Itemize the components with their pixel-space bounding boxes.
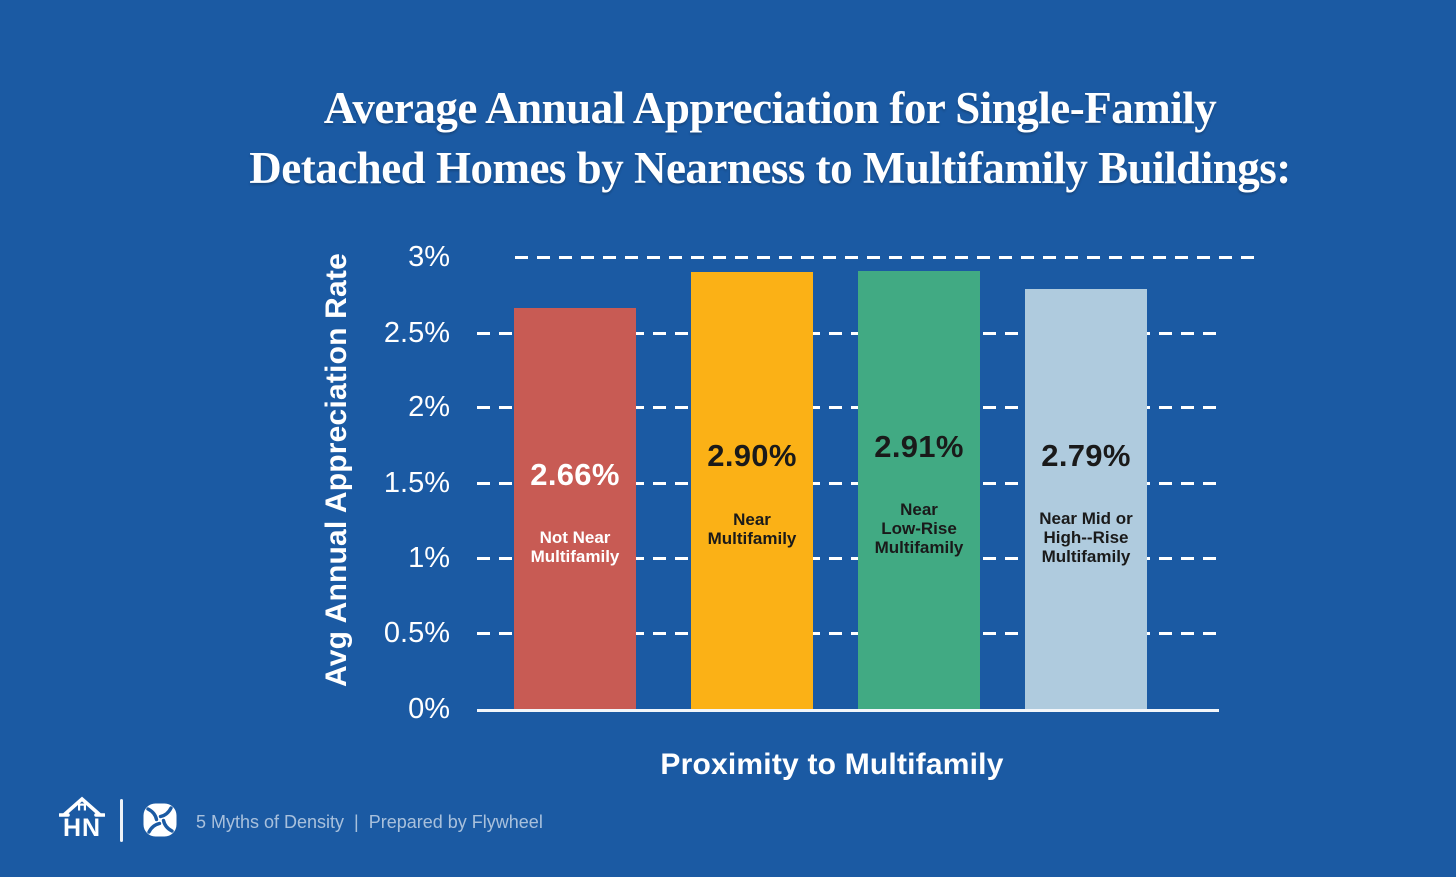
y-tick-label-3pct: 3% — [408, 241, 450, 273]
bar-category-label: Near Multifamily — [707, 510, 797, 548]
bar-value-label: 2.91% — [874, 429, 964, 464]
gridline-1pct — [477, 557, 1218, 560]
bar-near-multifamily: 2.90% Near Multifamily — [691, 272, 813, 709]
y-tick-label-2pct: 2% — [408, 391, 450, 423]
flywheel-icon — [143, 803, 177, 837]
footer-credit: 5 Myths of Density | Prepared by Flywhee… — [196, 812, 543, 832]
x-axis-line — [477, 709, 1219, 712]
y-tick-label-0pct: 0% — [408, 693, 450, 725]
y-tick-label-1pct: 1% — [408, 542, 450, 574]
chart-title-line1: Average Annual Appreciation for Single-F… — [323, 83, 1217, 133]
y-tick-label-0-5pct: 0.5% — [383, 617, 450, 649]
footer-divider — [120, 799, 123, 842]
bar-category-label: Near Low-Rise Multifamily — [874, 500, 964, 557]
gridline-1-5pct — [477, 482, 1218, 485]
gridline-2pct — [477, 406, 1218, 409]
bar-value-label: 2.79% — [1041, 438, 1131, 473]
y-tick-label-1-5pct: 1.5% — [383, 467, 450, 499]
bar-category-label: Not Near Multifamily — [530, 528, 620, 566]
gridline-2-5pct — [477, 332, 1218, 335]
chart-title-line2: Detached Homes by Nearness to Multifamil… — [249, 143, 1291, 193]
bar-value-label: 2.90% — [707, 438, 797, 473]
bar-value-label: 2.66% — [530, 457, 620, 492]
house-roof-icon — [59, 796, 105, 817]
y-tick-label-2-5pct: 2.5% — [383, 317, 450, 349]
chart-title: Average Annual Appreciation for Single-F… — [70, 78, 1456, 198]
bar-near-low-rise-multifamily: 2.91% Near Low-Rise Multifamily — [858, 271, 980, 709]
hn-logo: HN — [58, 795, 106, 841]
gridline-0-5pct — [477, 632, 1218, 635]
bar-category-label: Near Mid or High--Rise Multifamily — [1039, 509, 1133, 566]
bar-not-near-multifamily: 2.66% Not Near Multifamily — [514, 308, 636, 709]
bar-near-mid-or-high-rise-multifamily: 2.79% Near Mid or High--Rise Multifamily — [1025, 289, 1147, 709]
x-axis-title: Proximity to Multifamily — [660, 748, 1004, 781]
gridline-3pct — [515, 256, 1256, 259]
hn-logo-text: HN — [62, 814, 102, 842]
